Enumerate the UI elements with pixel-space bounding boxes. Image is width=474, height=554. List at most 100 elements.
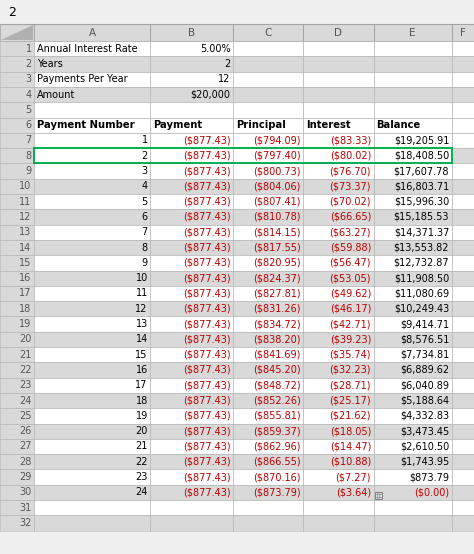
Text: $15,996.30: $15,996.30 bbox=[394, 197, 449, 207]
Bar bbox=[303, 240, 374, 255]
Bar bbox=[34, 485, 150, 500]
Bar bbox=[303, 71, 374, 87]
Bar bbox=[233, 255, 303, 270]
Text: ($63.27): ($63.27) bbox=[329, 227, 371, 237]
Bar bbox=[0, 179, 34, 194]
Text: ($873.79): ($873.79) bbox=[253, 488, 301, 497]
Bar bbox=[34, 301, 150, 316]
Bar bbox=[150, 209, 233, 224]
Bar bbox=[452, 515, 474, 531]
Text: 8: 8 bbox=[142, 243, 148, 253]
Text: ($80.02): ($80.02) bbox=[329, 151, 371, 161]
Text: ($32.23): ($32.23) bbox=[329, 365, 371, 375]
Bar bbox=[0, 439, 34, 454]
Bar bbox=[150, 163, 233, 179]
Text: $20,000: $20,000 bbox=[191, 90, 231, 100]
Bar bbox=[303, 362, 374, 378]
Bar bbox=[34, 255, 150, 270]
Bar bbox=[452, 117, 474, 133]
Text: ($827.81): ($827.81) bbox=[253, 289, 301, 299]
Text: Balance: Balance bbox=[376, 120, 420, 130]
Text: 15: 15 bbox=[136, 350, 148, 360]
Text: ($877.43): ($877.43) bbox=[183, 273, 231, 283]
Bar bbox=[374, 492, 382, 499]
Bar bbox=[452, 485, 474, 500]
Bar bbox=[34, 515, 150, 531]
Text: 5.00%: 5.00% bbox=[200, 44, 231, 54]
Bar bbox=[0, 286, 34, 301]
Bar bbox=[303, 148, 374, 163]
Text: $11,908.50: $11,908.50 bbox=[394, 273, 449, 283]
Bar bbox=[34, 316, 150, 332]
Bar bbox=[34, 454, 150, 469]
Text: 17: 17 bbox=[19, 289, 32, 299]
Text: 14: 14 bbox=[19, 243, 32, 253]
Text: $9,414.71: $9,414.71 bbox=[400, 319, 449, 329]
Bar bbox=[150, 439, 233, 454]
Bar bbox=[452, 71, 474, 87]
Text: ($800.73): ($800.73) bbox=[254, 166, 301, 176]
Text: ($804.06): ($804.06) bbox=[254, 181, 301, 191]
Text: $7,734.81: $7,734.81 bbox=[400, 350, 449, 360]
Bar bbox=[374, 439, 452, 454]
Bar bbox=[0, 148, 34, 163]
Bar bbox=[150, 179, 233, 194]
Text: 24: 24 bbox=[19, 396, 32, 406]
Bar bbox=[150, 255, 233, 270]
Bar bbox=[150, 41, 233, 57]
Text: 25: 25 bbox=[19, 411, 32, 421]
Bar bbox=[303, 393, 374, 408]
Text: $8,576.51: $8,576.51 bbox=[400, 335, 449, 345]
Text: ($877.43): ($877.43) bbox=[183, 411, 231, 421]
Bar bbox=[303, 316, 374, 332]
Bar bbox=[150, 148, 233, 163]
Bar bbox=[0, 270, 34, 286]
Bar bbox=[374, 362, 452, 378]
Bar bbox=[150, 485, 233, 500]
Text: B: B bbox=[188, 28, 195, 38]
Text: ($10.88): ($10.88) bbox=[330, 456, 371, 467]
Bar bbox=[233, 332, 303, 347]
Bar bbox=[34, 393, 150, 408]
Text: ($3.64): ($3.64) bbox=[336, 488, 371, 497]
Bar bbox=[303, 179, 374, 194]
Bar bbox=[34, 378, 150, 393]
Bar bbox=[0, 362, 34, 378]
Text: ($46.17): ($46.17) bbox=[329, 304, 371, 314]
Text: ($877.43): ($877.43) bbox=[183, 151, 231, 161]
Text: C: C bbox=[264, 28, 272, 38]
Bar bbox=[374, 347, 452, 362]
Bar bbox=[0, 240, 34, 255]
Bar bbox=[150, 57, 233, 71]
Bar bbox=[303, 133, 374, 148]
Text: ($831.26): ($831.26) bbox=[254, 304, 301, 314]
Bar bbox=[0, 423, 34, 439]
Text: 12: 12 bbox=[219, 74, 231, 84]
Text: $11,080.69: $11,080.69 bbox=[394, 289, 449, 299]
Text: A: A bbox=[89, 28, 96, 38]
Bar bbox=[452, 439, 474, 454]
Bar bbox=[303, 224, 374, 240]
Bar bbox=[303, 485, 374, 500]
Bar bbox=[374, 515, 452, 531]
Text: 11: 11 bbox=[136, 289, 148, 299]
Bar bbox=[34, 332, 150, 347]
Text: $14,371.37: $14,371.37 bbox=[394, 227, 449, 237]
Bar bbox=[34, 71, 150, 87]
Text: $5,188.64: $5,188.64 bbox=[400, 396, 449, 406]
Text: Payments Per Year: Payments Per Year bbox=[36, 74, 127, 84]
Bar bbox=[0, 332, 34, 347]
Text: 16: 16 bbox=[19, 273, 32, 283]
Bar bbox=[34, 102, 150, 117]
Text: 6: 6 bbox=[142, 212, 148, 222]
Bar bbox=[452, 454, 474, 469]
Bar bbox=[150, 286, 233, 301]
Bar bbox=[150, 393, 233, 408]
Text: 2: 2 bbox=[8, 6, 16, 18]
Bar bbox=[150, 102, 233, 117]
Bar bbox=[374, 117, 452, 133]
Bar bbox=[233, 163, 303, 179]
Bar bbox=[303, 332, 374, 347]
Bar bbox=[150, 332, 233, 347]
Text: ($877.43): ($877.43) bbox=[183, 442, 231, 452]
